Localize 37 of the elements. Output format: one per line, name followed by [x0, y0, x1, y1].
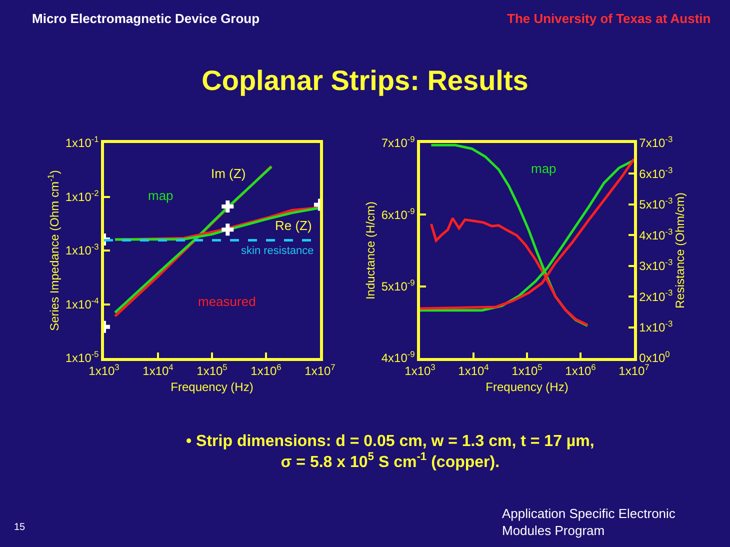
x-tick-label: 1x10$^{6}$ [565, 362, 596, 378]
x-axis-title: Frequency (Hz) [486, 380, 568, 394]
x-axis-title: Frequency (Hz) [170, 380, 254, 394]
x-tick-label: 1x10$^{5}$ [196, 362, 228, 378]
text: Application Specific Electronic Modules Program [502, 506, 676, 538]
y2-tick-label: 4x10$^{-3}$ [639, 226, 673, 242]
annotation: map [148, 188, 174, 203]
y-tick-label: 1x10$^{-3}$ [65, 242, 100, 258]
annotation: measured [198, 294, 256, 309]
text: 15 [14, 522, 26, 533]
y2-axis-title: Resistance (Ohm/cm) [672, 192, 687, 309]
x-tick-label: 1x10$^{7}$ [304, 362, 336, 378]
y2-tick-label: 2x10$^{-3}$ [639, 288, 673, 304]
x-tick-label: 1x10$^{6}$ [250, 362, 282, 378]
x-tick-label: 1x10$^{4}$ [458, 362, 490, 378]
x-tick-label: 1x10$^{4}$ [142, 362, 174, 378]
y-tick-label: 1x10$^{-2}$ [65, 188, 100, 204]
y-tick-label: 7x10$^{-9}$ [381, 134, 416, 150]
annotation: map [531, 161, 556, 176]
y2-tick-label: 1x10$^{-3}$ [639, 318, 673, 334]
y-tick-label: 6x10$^{-9}$ [381, 206, 416, 222]
y-tick-label: 1x10$^{-4}$ [65, 295, 100, 312]
annotation: Re (Z) [275, 218, 312, 233]
chart-title: Coplanar Strips: Results [202, 64, 528, 96]
text: Micro Electromagnetic Device Group [32, 11, 260, 26]
y-tick-label: 5x10$^{-9}$ [381, 277, 416, 294]
y-tick-label: 1x10$^{-1}$ [65, 134, 100, 150]
y2-tick-label: 5x10$^{-3}$ [639, 196, 673, 212]
x-tick-label: 1x10$^{5}$ [512, 362, 543, 378]
y2-tick-label: 3x10$^{-3}$ [639, 257, 673, 274]
text: • Strip dimensions: d = 0.05 cm, w = 1.3 cm, t = 17 µm, σ = 5.8 x 10$^{5}$ S cm$^{-1}$ (copper). [186, 433, 594, 471]
annotation: Im (Z) [211, 166, 246, 181]
y2-tick-label: 7x10$^{-3}$ [639, 134, 673, 150]
y2-tick-label: 6x10$^{-3}$ [639, 164, 673, 181]
ref-line-label: skin resistance [241, 245, 314, 257]
y-axis-title: Inductance (H/cm) [364, 201, 378, 300]
text: The University of Texas at Austin [507, 11, 711, 26]
